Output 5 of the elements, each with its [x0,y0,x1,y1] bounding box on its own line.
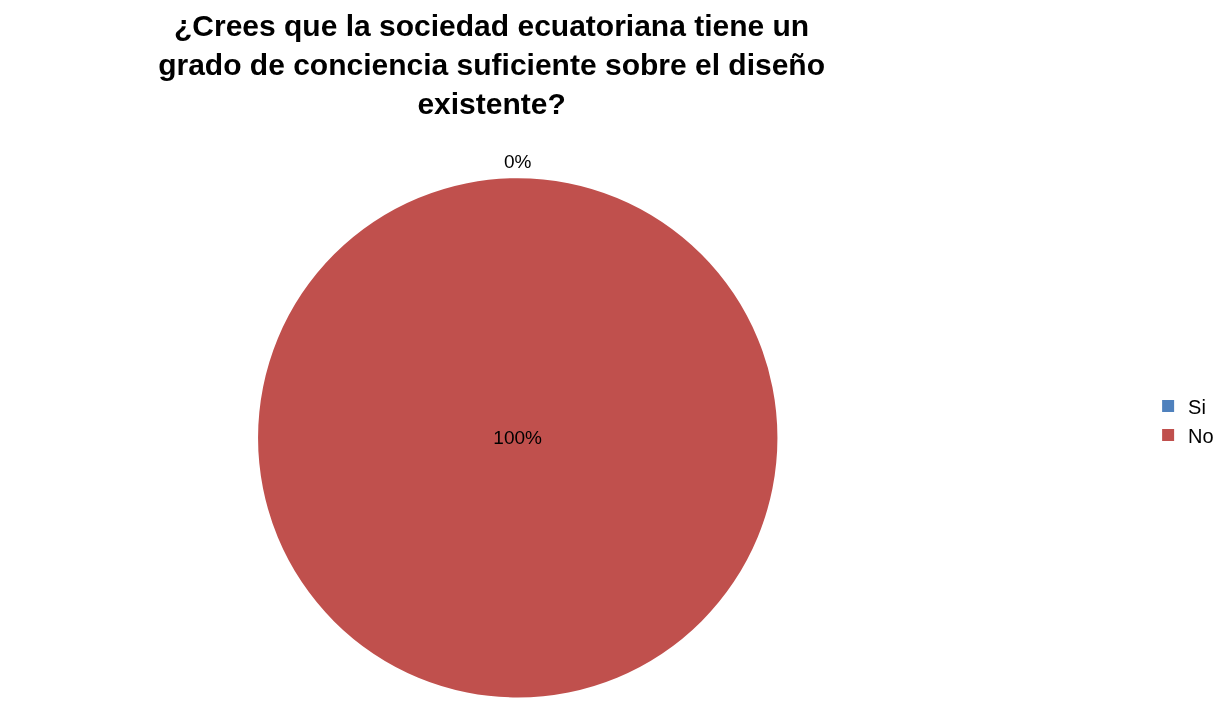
legend-label: Si [1188,395,1206,418]
legend-label: No [1188,424,1214,447]
chart-title: ¿Crees que la sociedad ecuatoriana tiene un grado de conciencia suficiente sobre el diseño existente? [158,9,826,120]
text: 0% [504,151,532,172]
data-label: 100% [493,427,543,449]
